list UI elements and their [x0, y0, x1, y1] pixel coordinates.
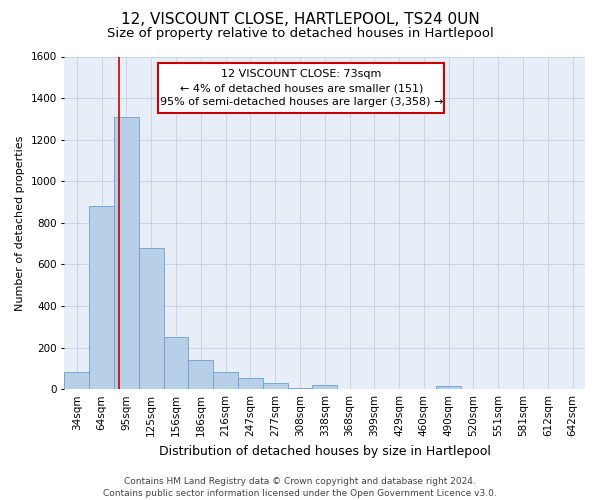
Bar — [263, 384, 287, 389]
Bar — [139, 248, 164, 389]
Bar — [287, 388, 313, 389]
FancyBboxPatch shape — [158, 63, 445, 113]
Text: Contains HM Land Registry data © Crown copyright and database right 2024.
Contai: Contains HM Land Registry data © Crown c… — [103, 476, 497, 498]
Bar — [213, 372, 238, 389]
X-axis label: Distribution of detached houses by size in Hartlepool: Distribution of detached houses by size … — [159, 444, 491, 458]
Bar — [164, 337, 188, 389]
Bar — [114, 117, 139, 389]
Bar — [89, 206, 114, 389]
Bar — [64, 372, 89, 389]
Text: 12 VISCOUNT CLOSE: 73sqm
← 4% of detached houses are smaller (151)
95% of semi-d: 12 VISCOUNT CLOSE: 73sqm ← 4% of detache… — [160, 69, 443, 107]
Bar — [337, 388, 362, 389]
Bar — [313, 385, 337, 389]
Bar — [188, 360, 213, 389]
Y-axis label: Number of detached properties: Number of detached properties — [15, 135, 25, 310]
Text: 12, VISCOUNT CLOSE, HARTLEPOOL, TS24 0UN: 12, VISCOUNT CLOSE, HARTLEPOOL, TS24 0UN — [121, 12, 479, 28]
Text: Size of property relative to detached houses in Hartlepool: Size of property relative to detached ho… — [107, 28, 493, 40]
Bar — [436, 386, 461, 389]
Bar — [238, 378, 263, 389]
